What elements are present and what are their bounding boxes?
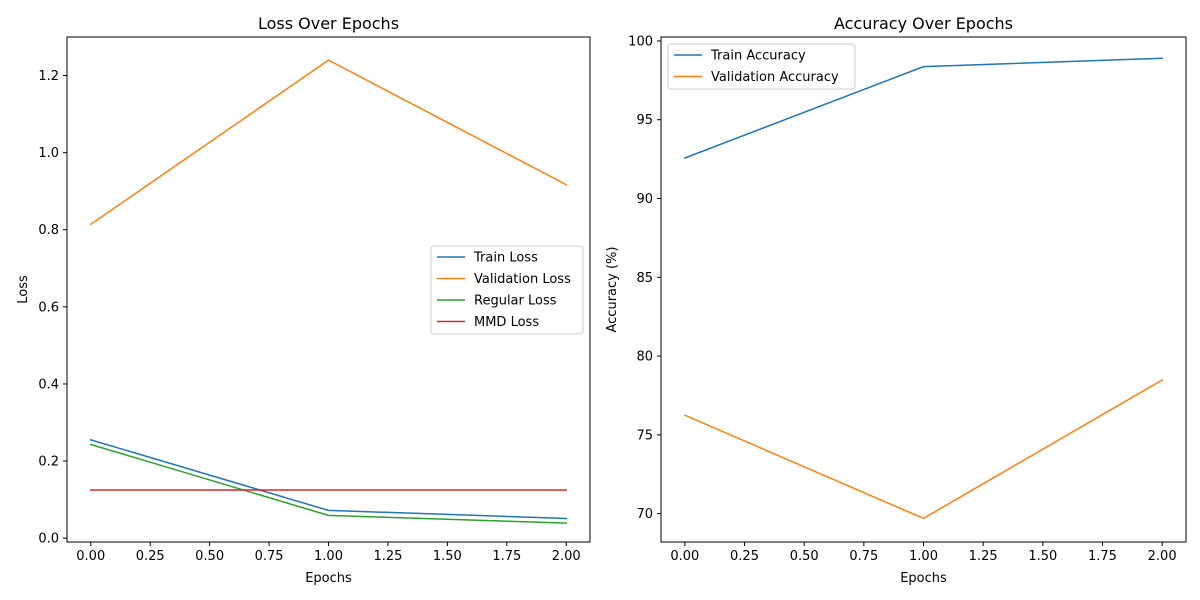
y-tick-label: 0.4 (38, 377, 59, 392)
x-axis-label: Epochs (305, 571, 352, 586)
legend-box (430, 245, 584, 335)
x-tick-label: 0.50 (790, 549, 819, 564)
y-tick-label: 95 (636, 113, 653, 128)
chart-title: Accuracy Over Epochs (834, 14, 1013, 33)
chart-0: 0.00 0.25 0.50 0.75 1.00 1.25 1.50 1.75 2.00 0.0 0… (16, 14, 591, 586)
x-tick-label: 2.00 (552, 549, 581, 564)
legend-entry: Regular Loss (474, 294, 557, 309)
y-tick-label: 0.2 (38, 455, 59, 470)
x-axis-label: Epochs (900, 571, 947, 586)
x-tick-label: 1.00 (314, 549, 343, 564)
y-axis-label: Accuracy (%) (605, 247, 620, 333)
x-tick-label: 1.75 (1088, 549, 1117, 564)
y-tick-label: 80 (636, 350, 653, 365)
x-tick-label: 0.50 (195, 549, 224, 564)
x-tick-label: 1.00 (909, 549, 938, 564)
y-tick-label: 100 (628, 34, 653, 49)
y-tick-label: 0.6 (38, 300, 59, 315)
y-tick-label: 1.0 (38, 146, 59, 161)
plot-frame (660, 36, 1187, 543)
plot-frame (66, 36, 591, 543)
legend-entry: MMD Loss (474, 315, 539, 330)
x-tick-label: 1.25 (969, 549, 998, 564)
series-line-validation-accuracy (683, 378, 1164, 520)
x-tick-label: 0.25 (730, 549, 759, 564)
y-tick-label: 0.0 (38, 532, 59, 547)
legend-entry: Train Loss (473, 251, 538, 266)
x-tick-label: 0.75 (255, 549, 284, 564)
y-tick-label: 1.2 (38, 69, 59, 84)
x-tick-label: 1.50 (1028, 549, 1057, 564)
legend-entry: Train Accuracy (710, 49, 806, 64)
series-line-train-accuracy (683, 57, 1163, 159)
y-tick-label: 0.8 (38, 223, 59, 238)
x-tick-label: 0.00 (76, 549, 105, 564)
series-line-regular-loss (89, 443, 568, 524)
x-tick-label: 0.00 (670, 549, 699, 564)
x-tick-label: 2.00 (1148, 549, 1177, 564)
x-tick-label: 1.75 (492, 549, 521, 564)
chart-title: Loss Over Epochs (258, 14, 399, 33)
y-tick-label: 85 (636, 271, 653, 286)
series-line-train-loss (89, 438, 568, 520)
legend: Train Loss Validation Loss Regular Loss MMD… (430, 245, 584, 335)
legend: Train Accuracy Validation Accuracy (667, 43, 856, 90)
legend-entry: Validation Loss (474, 272, 571, 287)
y-tick-label: 70 (636, 507, 653, 522)
x-tick-label: 1.25 (373, 549, 402, 564)
legend-entry: Validation Accuracy (711, 70, 839, 85)
series-line-validation-loss (89, 59, 568, 226)
x-tick-label: 0.75 (849, 549, 878, 564)
x-tick-label: 1.50 (433, 549, 462, 564)
y-axis-label: Loss (16, 275, 31, 304)
y-tick-label: 75 (636, 428, 653, 443)
x-tick-label: 0.25 (136, 549, 165, 564)
chart-1: 0.00 0.25 0.50 0.75 1.00 1.25 1.50 1.75 2.00 70 75… (605, 14, 1187, 586)
legend-box (667, 43, 856, 90)
y-tick-label: 90 (636, 192, 653, 207)
plot-area (661, 37, 1186, 542)
